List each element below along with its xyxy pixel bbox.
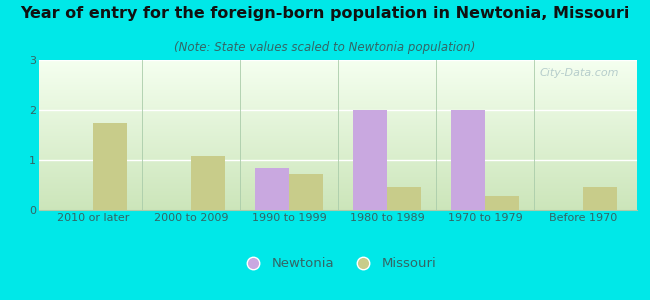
Bar (191, 156, 226, 210)
Legend: Newtonia, Missouri: Newtonia, Missouri (235, 252, 441, 275)
Bar (485, 196, 519, 210)
Bar (353, 110, 387, 210)
Bar (93, 122, 127, 210)
Bar (387, 187, 421, 210)
Bar (450, 110, 485, 210)
Bar (255, 167, 289, 210)
Bar (583, 187, 618, 210)
Text: (Note: State values scaled to Newtonia population): (Note: State values scaled to Newtonia p… (174, 40, 476, 53)
Text: City-Data.com: City-Data.com (540, 68, 619, 77)
Bar (289, 174, 323, 210)
Text: Year of entry for the foreign-born population in Newtonia, Missouri: Year of entry for the foreign-born popul… (20, 6, 630, 21)
